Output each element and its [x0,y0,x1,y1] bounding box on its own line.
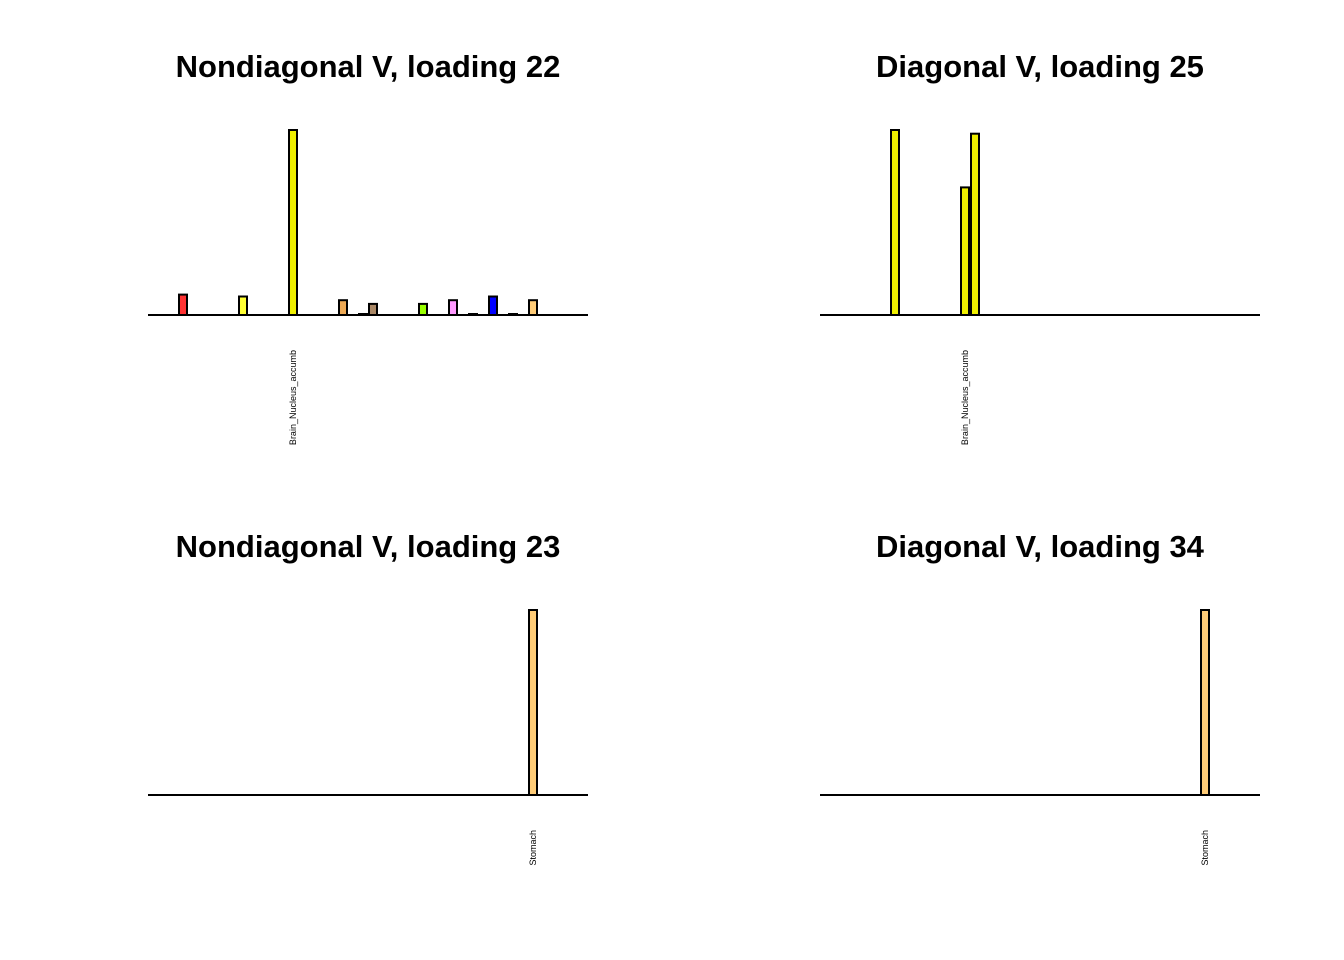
bar-22 [368,302,378,316]
bar-38 [528,609,538,796]
bar-15 [970,132,980,316]
panel-title: Nondiagonal V, loading 22 [176,49,561,84]
panel-title: Nondiagonal V, loading 23 [176,529,561,564]
bar-38 [1200,609,1210,796]
panel-diagonal-34: Diagonal V, loading 34 Stomach [820,529,1260,866]
bar-14 [288,129,298,316]
panel-diagonal-25: Diagonal V, loading 25 Brain_Nucleus_acc… [820,49,1260,445]
bar-32 [468,313,478,316]
panel-title: Diagonal V, loading 25 [876,49,1204,84]
x-tick-label: Brain_Nucleus_accumb [960,350,970,445]
x-tick-label: Brain_Nucleus_accumb [288,350,298,445]
bar-7 [890,129,900,316]
bar-14 [960,186,970,316]
bar-36 [508,313,518,316]
x-tick-label: Stomach [1200,830,1210,866]
panel-title: Diagonal V, loading 34 [876,529,1205,564]
bar-9 [238,295,248,316]
panel-nondiagonal-23: Nondiagonal V, loading 23 Stomach [148,529,588,866]
bar-19 [338,299,348,317]
bar-3 [178,293,188,317]
x-tick-label: Stomach [528,830,538,866]
bar-34 [488,295,498,316]
bar-30 [448,299,458,317]
panel-nondiagonal-22: Nondiagonal V, loading 22 Brain_Nucleus_… [148,49,588,445]
bar-38 [528,299,538,317]
bar-27 [418,302,428,316]
bar-21 [358,313,368,316]
